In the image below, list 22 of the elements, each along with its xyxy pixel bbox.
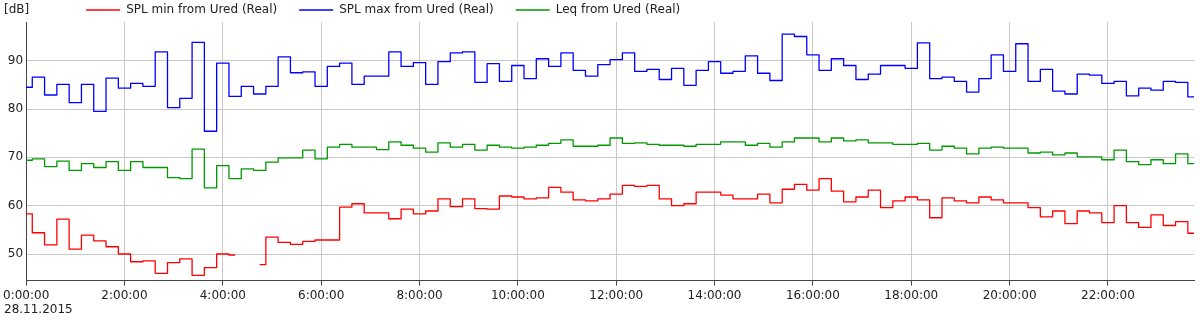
x-tick-label: 10:00:00 bbox=[490, 287, 545, 302]
y-tick-label: 70 bbox=[7, 149, 24, 164]
x-tick-label: 16:00:00 bbox=[785, 287, 840, 302]
x-tick-label: 6:00:00 bbox=[298, 287, 345, 302]
x-tick-label: 4:00:00 bbox=[199, 287, 246, 302]
y-tick-label: 80 bbox=[7, 101, 24, 116]
y-tick-label: 50 bbox=[7, 246, 24, 261]
x-tick-label: 12:00:00 bbox=[589, 287, 644, 302]
legend-label: SPL max from Ured (Real) bbox=[339, 2, 494, 17]
x-tick-label: 20:00:00 bbox=[982, 287, 1037, 302]
text: 28.11.2015 bbox=[4, 302, 73, 317]
legend-label: Leq from Ured (Real) bbox=[555, 2, 681, 17]
x-tick-label: 0:00:00 bbox=[3, 287, 50, 302]
x-tick-label: 2:00:00 bbox=[101, 287, 148, 302]
x-tick-label: 22:00:00 bbox=[1080, 287, 1135, 302]
legend-label: SPL min from Ured (Real) bbox=[126, 2, 278, 17]
y-tick-label: 90 bbox=[7, 52, 24, 67]
y-tick-label: 60 bbox=[7, 197, 24, 212]
x-tick-label: 14:00:00 bbox=[687, 287, 742, 302]
x-tick-label: 18:00:00 bbox=[884, 287, 939, 302]
x-tick-label: 8:00:00 bbox=[396, 287, 443, 302]
y-axis-title: [dB] bbox=[4, 2, 30, 17]
